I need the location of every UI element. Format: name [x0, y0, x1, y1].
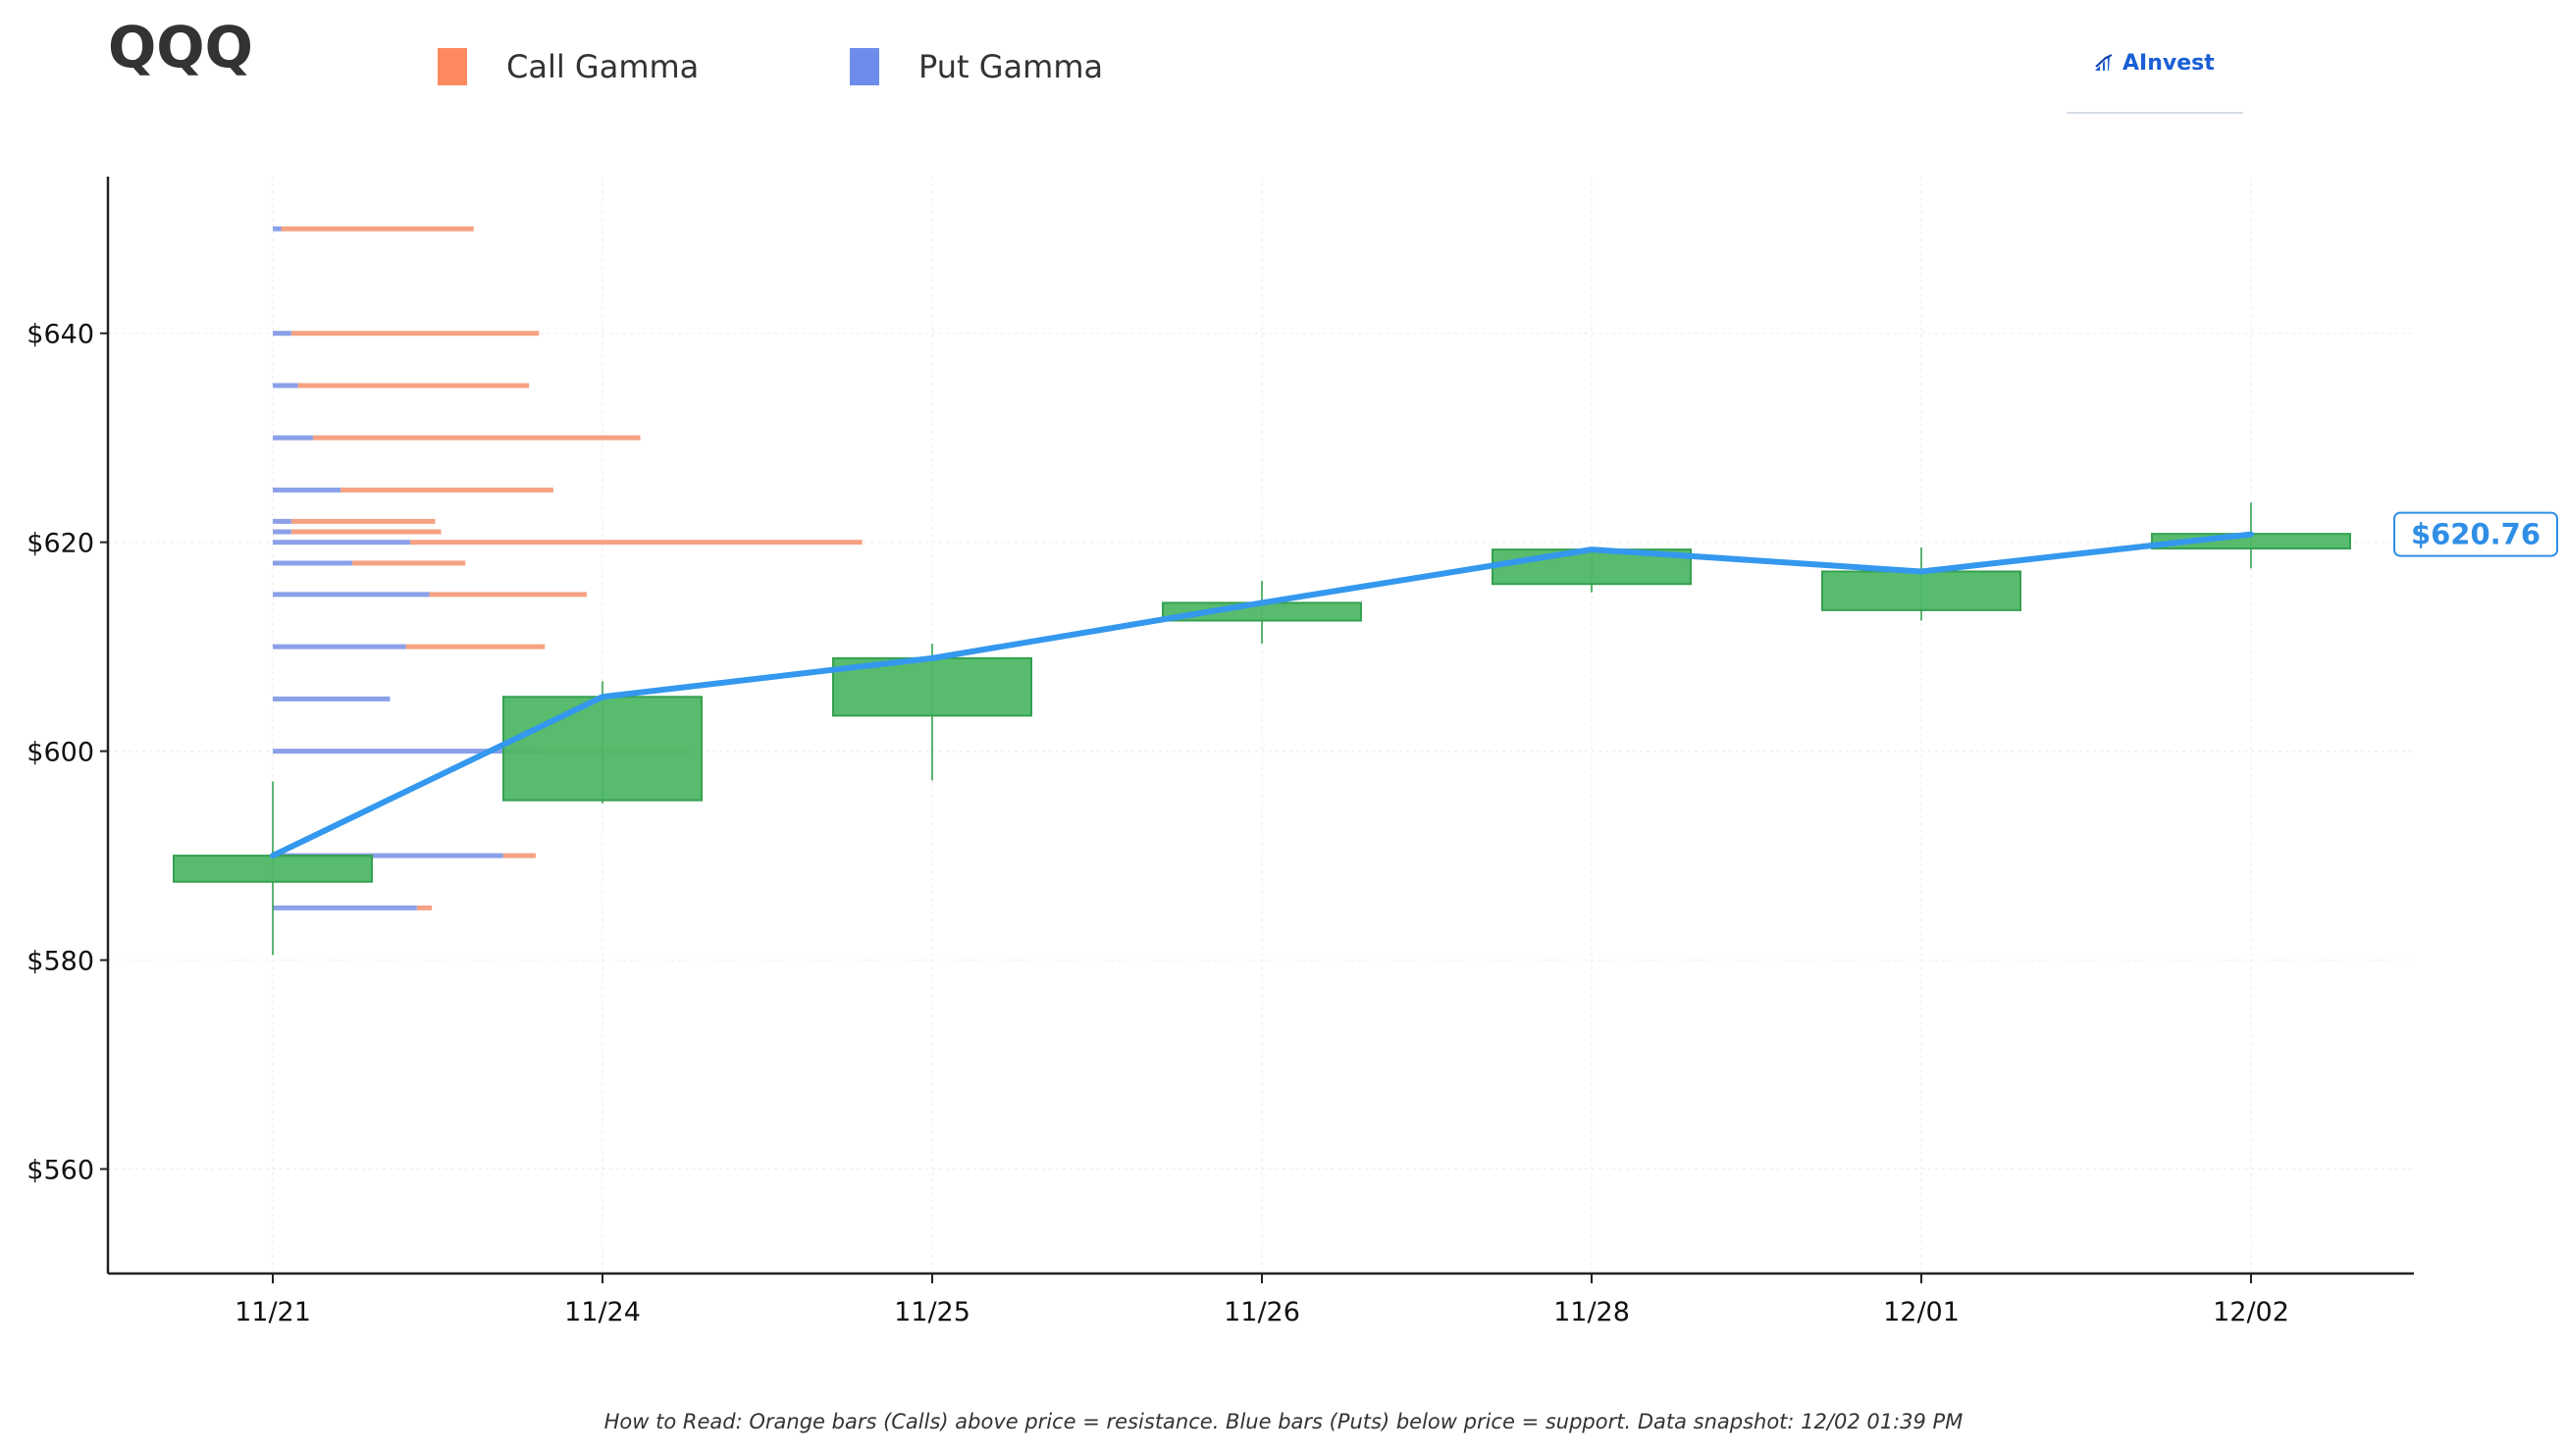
call-gamma-bar	[290, 331, 540, 337]
legend-call-label: Call Gamma	[506, 48, 700, 85]
put-gamma-bar	[273, 435, 313, 441]
call-gamma-bar	[341, 487, 553, 493]
legend-put-label: Put Gamma	[918, 48, 1104, 85]
put-gamma-bar	[273, 644, 406, 650]
last-price-badge	[2393, 511, 2558, 557]
candle-body	[1821, 570, 2021, 611]
axis-labels: $620.76 $560 $580 $600 $620 $640 11/21 11/24 11/…	[26, 320, 2558, 1327]
ticker-title: QQQ	[108, 14, 253, 80]
put-gamma-bar	[273, 529, 291, 535]
put-gamma-bar	[273, 749, 542, 754]
x-tick-label: 11/28	[1553, 1297, 1630, 1327]
candles	[173, 502, 2351, 956]
call-gamma-bar	[312, 435, 641, 441]
x-tick-label: 12/02	[2213, 1297, 2289, 1327]
x-tick-label: 12/01	[1883, 1297, 1960, 1327]
put-gamma-bar	[273, 383, 298, 389]
y-tick-label: $620	[26, 529, 94, 559]
ainvest-logo	[2061, 39, 2247, 116]
candle-body	[502, 696, 703, 802]
x-tick-label: 11/24	[564, 1297, 641, 1327]
call-gamma-bar	[405, 644, 546, 650]
put-gamma-bar	[273, 853, 503, 858]
logo-text: AInvest	[2122, 51, 2215, 76]
price-line-group	[270, 531, 2254, 859]
last-price-label: $620.76	[2411, 518, 2541, 551]
call-gamma-bar	[502, 853, 536, 858]
put-gamma-bar	[273, 487, 341, 493]
call-gamma-bar	[290, 529, 442, 535]
y-tick-label: $580	[26, 947, 94, 977]
logo-chart-icon	[2095, 54, 2113, 71]
legend-put-gamma: Put Gamma	[850, 37, 1103, 96]
put-gamma-bar	[273, 905, 417, 910]
put-gamma-bar	[273, 560, 353, 566]
footnote: How to Read: Orange bars (Calls) above p…	[603, 1410, 1964, 1433]
y-tick-label: $600	[26, 738, 94, 768]
put-gamma-bar	[273, 518, 291, 524]
put-gamma-bar	[273, 540, 410, 546]
x-tick-label: 11/26	[1224, 1297, 1300, 1327]
price-line	[270, 531, 2254, 859]
call-gamma-bar	[281, 226, 474, 232]
legend-put-swatch	[850, 48, 879, 85]
gamma-bars	[273, 226, 863, 910]
y-tick-label: $560	[26, 1156, 94, 1186]
legend-call-swatch	[438, 48, 467, 85]
call-gamma-bar	[352, 560, 466, 566]
y-tick-label: $640	[26, 320, 94, 350]
logo-divider	[2067, 112, 2243, 114]
candle-body	[173, 855, 373, 883]
axes	[100, 177, 2414, 1283]
put-gamma-bar	[273, 331, 291, 337]
put-gamma-bar	[273, 226, 282, 232]
grid-lines	[108, 177, 2414, 1274]
call-gamma-bar	[297, 383, 530, 389]
call-gamma-bar	[416, 905, 433, 910]
put-gamma-bar	[273, 696, 391, 702]
put-gamma-bar	[273, 592, 430, 598]
call-gamma-bar	[429, 592, 587, 598]
call-gamma-bar	[290, 518, 436, 524]
x-tick-label: 11/25	[894, 1297, 970, 1327]
call-gamma-bar	[409, 540, 863, 546]
legend-call-gamma: Call Gamma	[438, 37, 699, 96]
x-tick-label: 11/21	[235, 1297, 311, 1327]
